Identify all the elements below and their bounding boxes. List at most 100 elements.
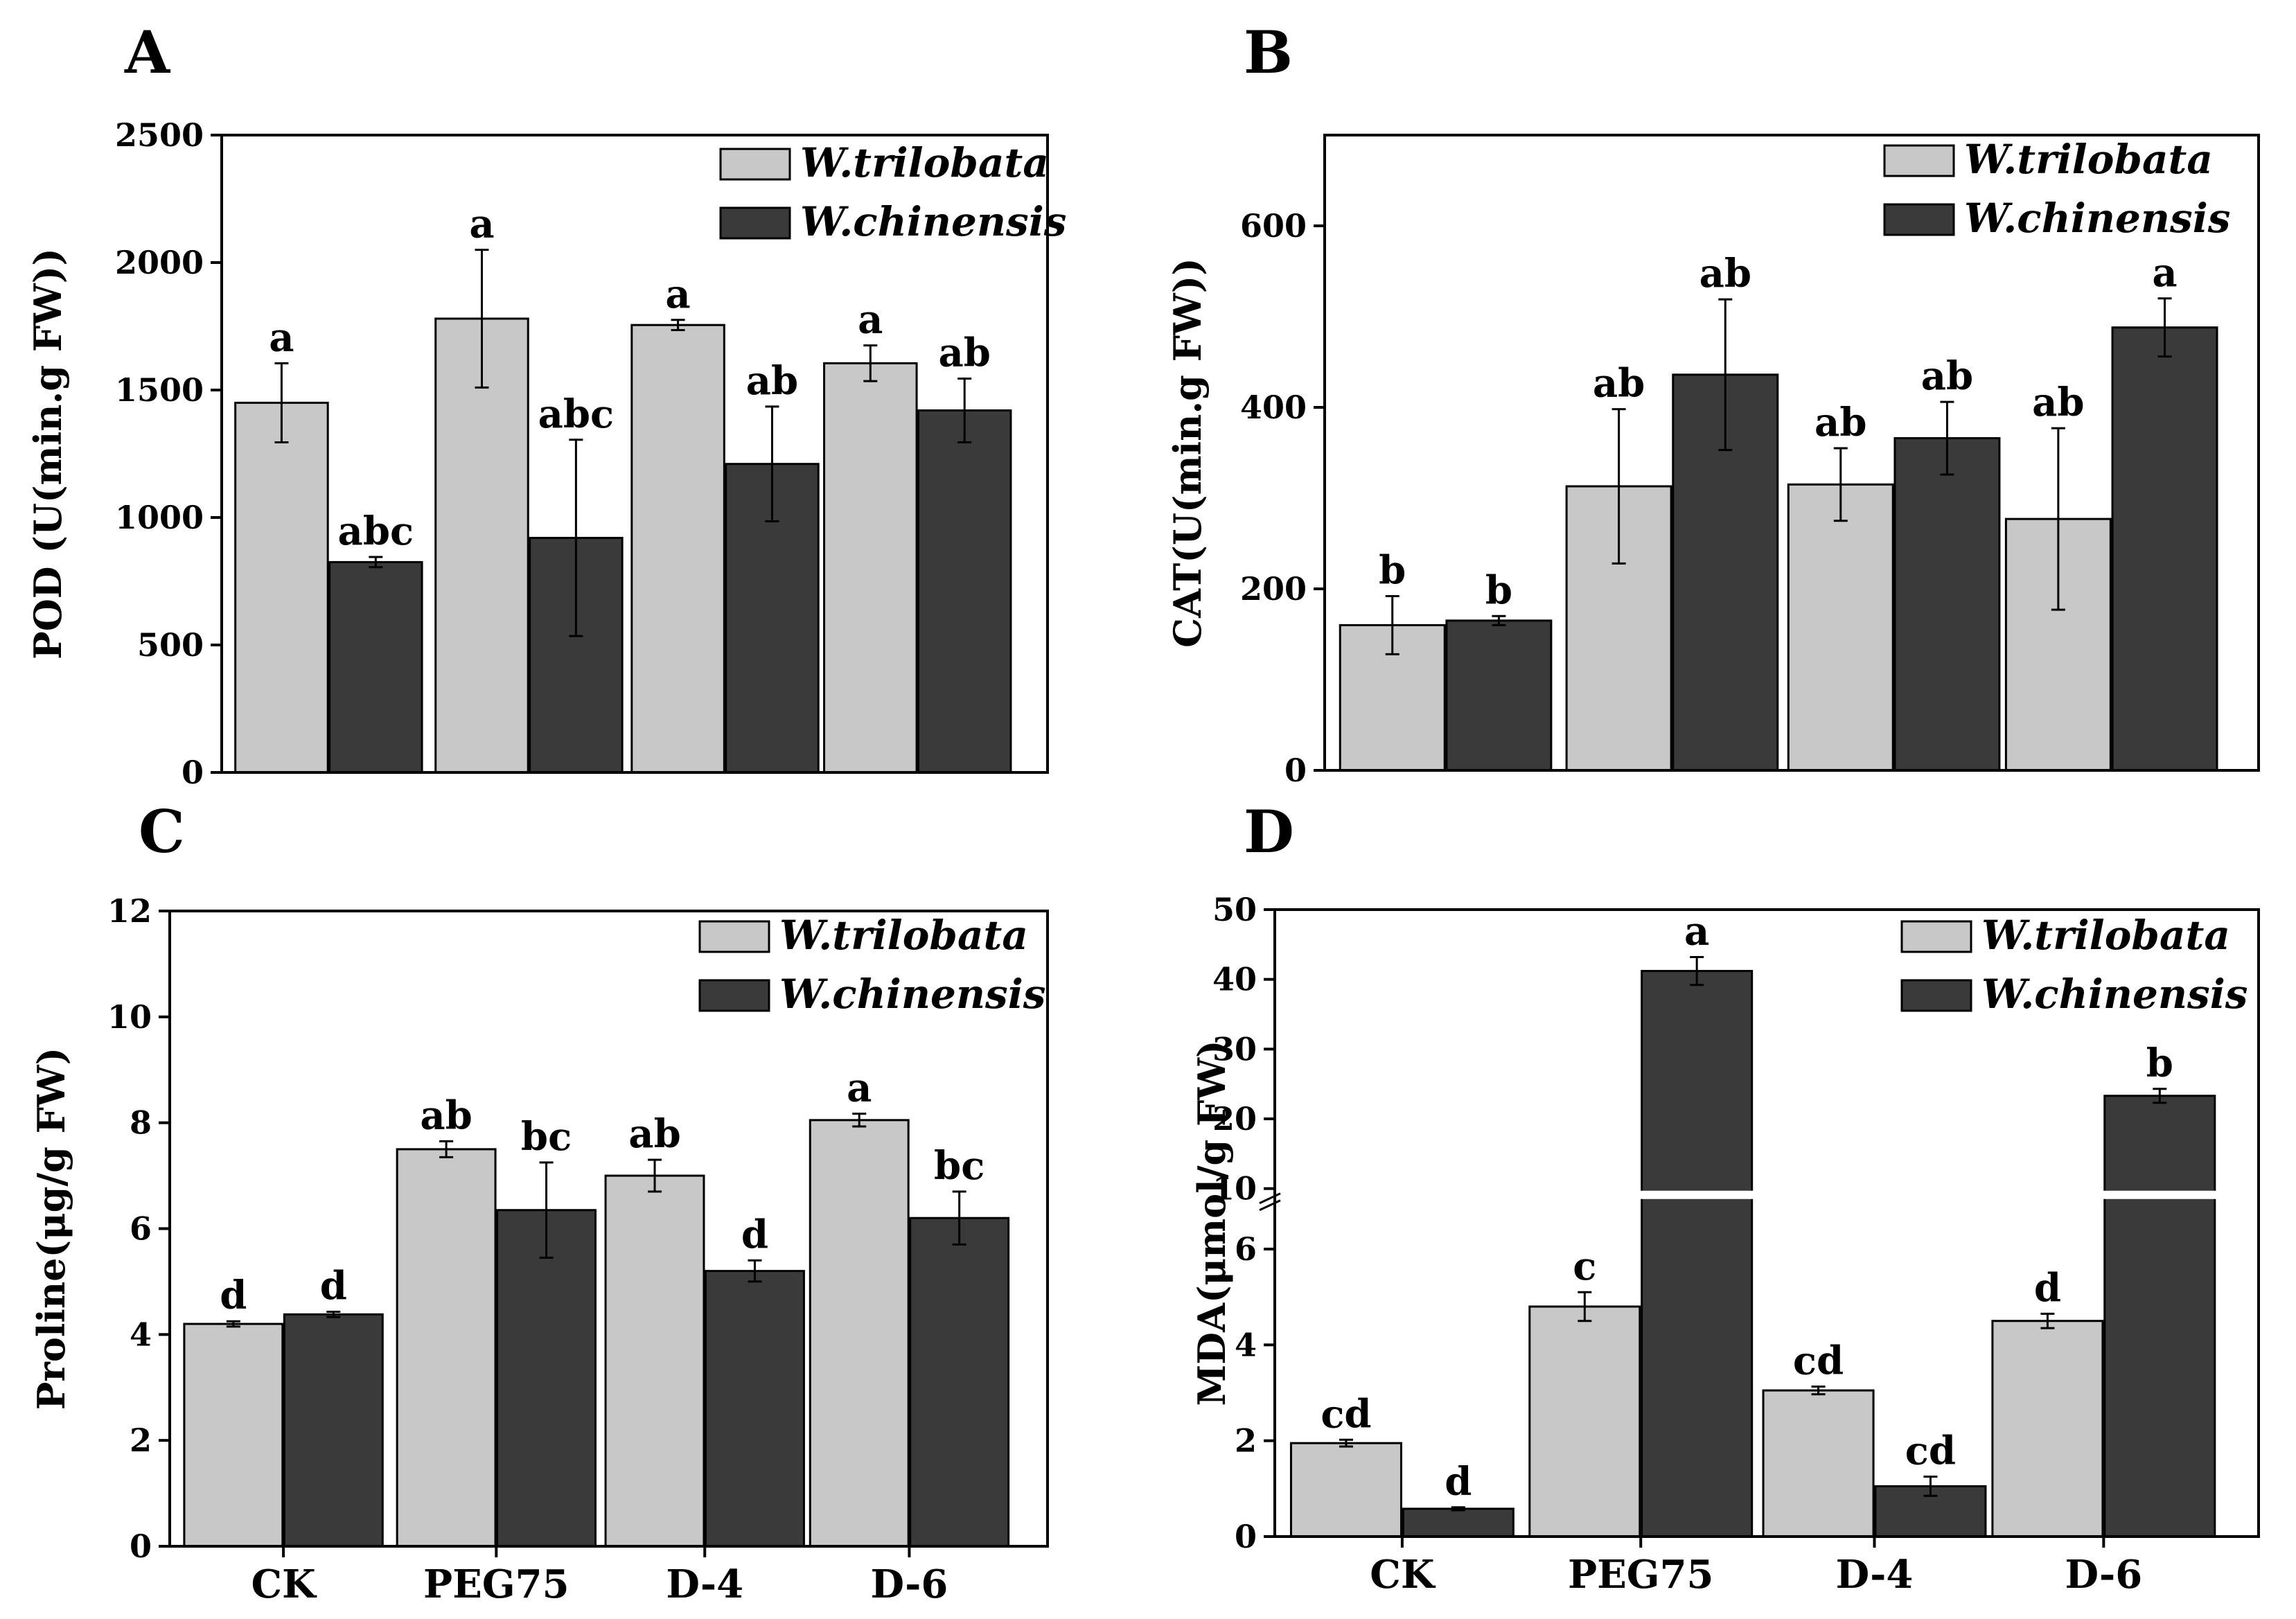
y-axis-label: Proline(μg/g FW): [29, 1047, 73, 1410]
plot-frame: [220, 134, 1049, 774]
bar-w-chinensis-d-4: [705, 1270, 805, 1548]
x-tick-label: D-4: [1836, 1552, 1914, 1598]
significance-label: bc: [934, 1143, 984, 1189]
significance-label: cd: [1321, 1391, 1371, 1437]
bar-w-trilobata-d-4: [1787, 483, 1894, 772]
y-tick-label: 50: [1212, 891, 1257, 928]
y-tick-label: 2: [1235, 1422, 1257, 1460]
x-tick-label: CK: [251, 1562, 317, 1607]
significance-label: abc: [538, 391, 615, 437]
bar-w-trilobata-peg75: [396, 1148, 497, 1548]
significance-label: a: [1684, 908, 1709, 954]
legend-label: W.chinensis: [1981, 971, 2248, 1018]
panel-letter: B: [1244, 18, 1293, 87]
bar-w-chinensis-d-6: [917, 409, 1012, 774]
bar-w-chinensis-peg75: [1641, 970, 1754, 1538]
y-tick-label: 2000: [115, 244, 204, 281]
x-tick-label: CK: [1370, 1552, 1436, 1598]
significance-label: b: [1379, 547, 1406, 593]
bar-w-trilobata-d-6: [823, 362, 918, 774]
significance-label: d: [741, 1212, 768, 1257]
significance-label: abc: [338, 508, 414, 554]
significance-label: ab: [1814, 400, 1866, 445]
bar-w-chinensis-d-6: [2111, 326, 2218, 772]
legend-swatch: [1900, 979, 1972, 1012]
y-tick-label: 4: [1235, 1326, 1257, 1363]
y-tick-label: 200: [1240, 570, 1307, 608]
significance-label: a: [665, 272, 690, 317]
bar-w-trilobata-ck: [234, 401, 329, 774]
significance-label: a: [269, 315, 294, 360]
y-tick-label: 20: [1212, 1100, 1257, 1138]
significance-label: ab: [746, 358, 798, 404]
bar-w-trilobata-d-6: [809, 1119, 910, 1548]
plot-frame: [1323, 134, 2260, 772]
bar-w-trilobata-d-4: [604, 1174, 705, 1548]
y-tick-label: 2500: [115, 116, 204, 154]
y-tick-label: 4: [130, 1316, 152, 1353]
y-tick-label: 0: [182, 754, 204, 791]
bar-w-chinensis-d-4: [1893, 437, 2001, 772]
panel-letter: C: [139, 797, 185, 866]
significance-label: d: [2034, 1265, 2061, 1311]
y-tick-label: 8: [130, 1104, 152, 1142]
x-tick-label: D-6: [871, 1562, 948, 1607]
panel-b: Bb ab ab ab b ab ab a 0 200 400 600 CAT(U(min.g FW))…: [1165, 18, 2260, 789]
panel-letter: D: [1244, 797, 1294, 866]
plot-frame: [1273, 908, 2260, 1538]
significance-label: cd: [1793, 1338, 1844, 1384]
y-axis-label: MDA(μmol/g FW): [1190, 1040, 1234, 1406]
y-tick-label: 12: [107, 892, 152, 930]
significance-label: c: [1573, 1244, 1596, 1289]
significance-label: d: [320, 1263, 347, 1309]
significance-label: ab: [1699, 251, 1751, 297]
legend-label: W.trilobata: [800, 139, 1049, 186]
bar-w-chinensis-d-6: [2103, 1095, 2216, 1538]
legend-label: W.trilobata: [1964, 136, 2213, 183]
y-tick-label: 40: [1212, 961, 1257, 998]
x-tick-label: D-6: [2065, 1552, 2142, 1598]
legend-swatch: [1883, 203, 1955, 236]
bar-w-chinensis-ck: [328, 560, 423, 774]
legend-label: W.trilobata: [779, 912, 1028, 959]
legend-label: W.chinensis: [779, 971, 1045, 1018]
x-tick-label: D-4: [666, 1562, 743, 1607]
y-tick-label: 1500: [115, 371, 204, 409]
y-tick-label: 600: [1240, 207, 1307, 245]
bar-w-chinensis-ck: [1402, 1507, 1515, 1538]
y-tick-label: 0: [1284, 752, 1307, 789]
significance-label: a: [2152, 250, 2177, 296]
y-tick-label: 0: [1235, 1518, 1257, 1555]
legend-swatch: [719, 206, 791, 240]
significance-label: ab: [1921, 353, 1973, 399]
significance-label: a: [847, 1065, 872, 1111]
legend-swatch: [719, 148, 791, 181]
axis-break-mark: [1259, 1192, 1281, 1205]
bar-w-trilobata-ck: [183, 1322, 284, 1548]
significance-label: d: [1445, 1459, 1472, 1505]
y-tick-label: 400: [1240, 389, 1307, 426]
significance-label: a: [858, 297, 883, 343]
axis-break-mark: [1259, 1199, 1281, 1212]
panel-d: Dcd c cd d d a cd b 0 2 4 6 10 20 30 40 50 CK PEG75 D-4 D-6 M…: [1190, 797, 2260, 1598]
bar-w-trilobata-d-4: [630, 324, 725, 774]
y-tick-label: 1000: [115, 499, 204, 536]
axis-break-gap: [1273, 1190, 2260, 1199]
panel-a: Aa a a a abc abc ab ab 0 500 1000 1500 2000 2500 POD (…: [26, 18, 1066, 791]
legend-swatch: [1883, 144, 1955, 177]
significance-label: ab: [628, 1111, 680, 1157]
significance-label: cd: [1905, 1428, 1956, 1474]
bar-w-chinensis-ck: [283, 1313, 384, 1548]
significance-label: bc: [521, 1114, 572, 1160]
significance-label: d: [220, 1273, 247, 1318]
y-tick-label: 2: [130, 1422, 152, 1459]
y-tick-label: 6: [130, 1210, 152, 1248]
y-axis-label: POD (U(min.g FW)): [26, 248, 70, 660]
significance-label: ab: [938, 330, 990, 375]
x-tick-label: PEG75: [1568, 1552, 1714, 1598]
significance-label: b: [1485, 567, 1512, 613]
legend-label: W.trilobata: [1981, 912, 2230, 959]
significance-label: a: [469, 202, 494, 247]
significance-label: b: [2146, 1041, 2173, 1086]
y-tick-label: 6: [1235, 1230, 1257, 1268]
